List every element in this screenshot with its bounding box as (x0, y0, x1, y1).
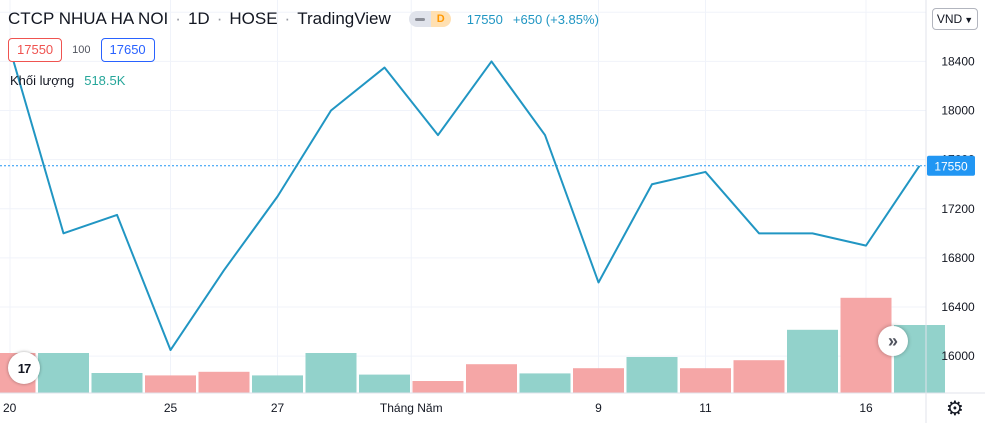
volume-bar-7 (359, 374, 410, 393)
currency-selector[interactable]: VND ▼ (932, 8, 978, 30)
volume-bar-5 (252, 375, 303, 393)
volume-bar-3 (145, 375, 196, 393)
price-line-0 (9, 48, 921, 352)
last-price-tag-bg (927, 155, 975, 176)
volume-bar-12 (626, 357, 678, 393)
volume-bar-6 (305, 353, 357, 393)
market-status-badge[interactable]: D (408, 11, 451, 27)
time-tick-label: 25 (164, 401, 178, 415)
time-tick-label: 16 (859, 401, 873, 415)
gear-icon: ⚙ (946, 397, 964, 420)
volume-bar-1 (38, 353, 89, 393)
separator: · (284, 9, 291, 28)
time-tick-label: 11 (699, 401, 712, 415)
time-axis: 20 25 27 Tháng Năm 9 11 16 (3, 401, 873, 415)
volume-legend: Khối lượng 518.5K (10, 73, 125, 88)
interval-label: 1D (187, 9, 210, 28)
price-tick-label: 16400 (941, 300, 975, 314)
price-tick-label: 18400 (941, 54, 975, 68)
source-label: TradingView (297, 9, 391, 28)
settings-button[interactable]: ⚙ (943, 396, 967, 420)
sell-button[interactable]: 17550 (8, 38, 63, 62)
separator: · (216, 9, 223, 28)
legend-header: CTCP NHUA HA NOI · 1D · HOSE · TradingVi… (8, 8, 599, 30)
volume-bar-10 (519, 373, 571, 393)
scroll-to-realtime-button[interactable]: » (878, 326, 908, 356)
volume-bar-4 (198, 371, 250, 393)
last-price: 17550 (466, 11, 503, 27)
bid-ask-row: 17550 100 17650 (8, 38, 155, 62)
time-tick-label: 20 (3, 401, 17, 415)
double-chevron-right-icon: » (887, 330, 898, 351)
volume-value: 518.5K (84, 73, 126, 88)
chart-grid (0, 0, 926, 393)
buy-button[interactable]: 17650 (100, 38, 155, 62)
last-price-tag-label: 17550 (934, 159, 968, 173)
tradingview-logo-icon[interactable]: 17 (8, 352, 40, 384)
volume-bar-8 (412, 381, 464, 393)
price-tick-label: 16800 (941, 251, 975, 265)
symbol-name[interactable]: CTCP NHUA HA NOI (8, 9, 169, 28)
volume-bar-13 (680, 368, 731, 393)
volume-bar-9 (466, 364, 517, 393)
price-tick-label: 17200 (941, 202, 975, 216)
time-tick-label: 27 (271, 401, 285, 415)
last-price-tag: 17550 (927, 155, 975, 176)
volume-bars (0, 297, 945, 393)
price-axis: 1600016400168001720017600180001840018800 (941, 5, 975, 363)
volume-bar-2 (91, 373, 143, 393)
currency-label: VND (936, 12, 963, 26)
volume-bar-14 (733, 360, 785, 393)
spread-value: 100 (72, 44, 91, 56)
chevron-down-icon: ▼ (964, 15, 974, 25)
volume-label: Khối lượng (10, 73, 75, 88)
price-line-series (9, 48, 921, 352)
delay-badge: D (430, 11, 451, 27)
price-tick-label: 16000 (941, 349, 975, 363)
time-tick-label: Tháng Năm (380, 401, 443, 415)
time-tick-label: 9 (595, 401, 602, 415)
separator: · (175, 9, 181, 28)
price-change: +650 (+3.85%) (512, 11, 599, 27)
minus-icon (408, 11, 431, 27)
price-tick-label: 18000 (941, 104, 975, 118)
volume-bar-15 (787, 329, 838, 393)
volume-bar-11 (573, 368, 624, 393)
exchange-label: HOSE (229, 9, 278, 28)
